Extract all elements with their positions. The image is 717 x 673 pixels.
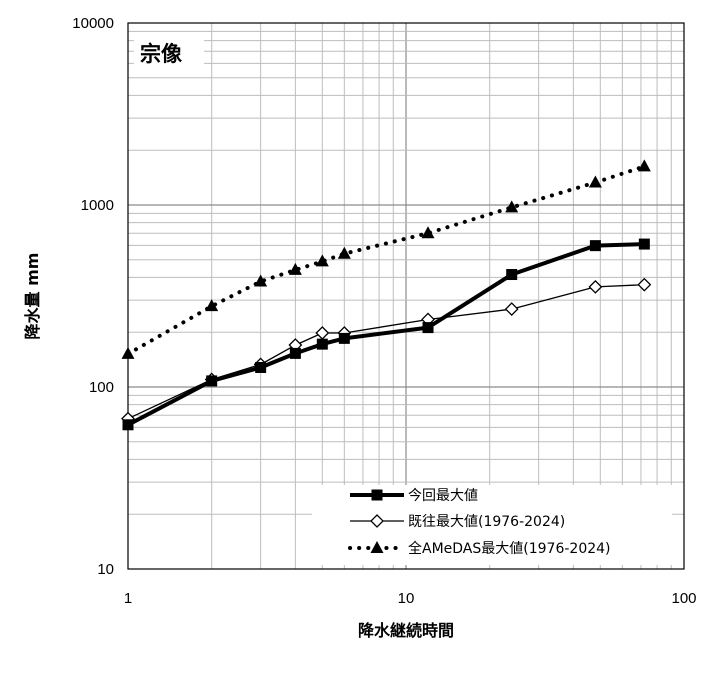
- data-point: [289, 347, 301, 359]
- data-point: [422, 322, 434, 334]
- data-point: [316, 338, 328, 350]
- station-label-bg: [134, 36, 204, 70]
- legend-marker-1: [370, 514, 384, 528]
- data-point: [589, 240, 601, 252]
- y-tick-label: 10000: [72, 15, 114, 32]
- data-point: [315, 254, 329, 267]
- legend-label-2: 全AMeDAS最大値(1976-2024): [408, 540, 611, 557]
- series-line: [126, 164, 647, 356]
- legend-marker-0: [371, 489, 383, 501]
- x-tick-label: 100: [671, 590, 696, 607]
- series-line: [127, 242, 645, 427]
- data-point: [338, 332, 350, 344]
- data-point: [637, 277, 652, 292]
- y-axis-ticks: 10 100 1000 10000: [72, 15, 114, 578]
- x-axis-ticks: 1 10 100: [124, 590, 697, 607]
- series-0: [122, 238, 650, 431]
- data-point: [588, 279, 603, 294]
- data-point: [637, 159, 651, 172]
- grid: [128, 23, 684, 569]
- data-point: [254, 274, 268, 287]
- series-line: [127, 284, 645, 420]
- legend-marker-2: [370, 541, 384, 553]
- data-point: [288, 262, 302, 275]
- data-point: [638, 238, 650, 250]
- legend-label-0: 今回最大値: [408, 488, 478, 504]
- x-axis-title: 降水継続時間: [358, 621, 454, 640]
- series-2: [121, 159, 651, 359]
- data-point: [121, 346, 135, 359]
- data-point: [337, 246, 351, 259]
- data-point: [205, 299, 219, 312]
- data-point: [588, 175, 602, 188]
- plot-area: [127, 22, 685, 570]
- legend-label-1: 既往最大値(1976-2024): [408, 514, 565, 530]
- chart-title: 宗像: [140, 42, 183, 66]
- y-tick-label: 1000: [81, 197, 114, 214]
- y-axis-title: 降水量 mm: [23, 253, 42, 340]
- y-tick-label: 10: [97, 561, 114, 578]
- data-point: [122, 419, 134, 431]
- y-tick-label: 100: [89, 379, 114, 396]
- data-point: [504, 302, 519, 316]
- series-layer: [121, 159, 652, 431]
- data-point: [206, 375, 218, 387]
- data-point: [505, 200, 519, 213]
- data-point: [506, 269, 518, 281]
- data-point: [255, 361, 267, 373]
- data-point: [421, 226, 435, 239]
- x-tick-label: 10: [398, 590, 415, 607]
- x-tick-label: 1: [124, 590, 132, 607]
